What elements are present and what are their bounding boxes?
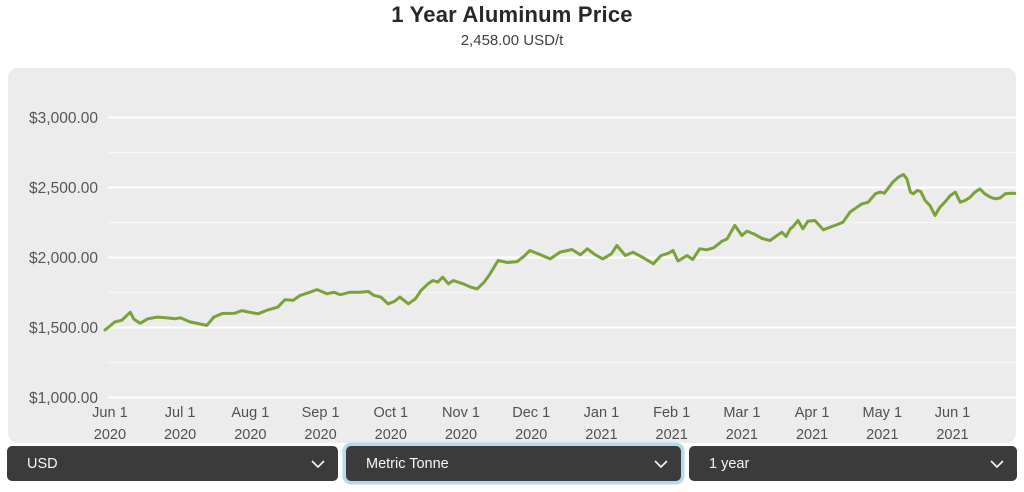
price-line-chart[interactable]: $3,000.00 $2,500.00 $2,000.00 $1,500.00 $1,0… bbox=[8, 68, 1016, 443]
chevron-down-icon bbox=[311, 459, 325, 468]
chart-panel: $3,000.00 $2,500.00 $2,000.00 $1,500.00 $1,0… bbox=[8, 68, 1016, 443]
currency-select-value: USD bbox=[27, 455, 58, 472]
time-range-select[interactable]: 1 year bbox=[689, 446, 1017, 481]
time-range-select-value: 1 year bbox=[709, 455, 750, 472]
current-price-subtitle: 2,458.00 USD/t bbox=[460, 32, 564, 49]
unit-select-value: Metric Tonne bbox=[366, 455, 449, 472]
svg-text:$1,000.00: $1,000.00 bbox=[29, 390, 98, 407]
svg-text:$3,000.00: $3,000.00 bbox=[29, 110, 98, 127]
page-title: 1 Year Aluminum Price bbox=[391, 2, 633, 27]
svg-text:$2,000.00: $2,000.00 bbox=[29, 250, 98, 267]
unit-select[interactable]: Metric Tonne bbox=[346, 446, 681, 481]
chart-header: 1 Year Aluminum Price 2,458.00 USD/t bbox=[0, 0, 1024, 49]
currency-select[interactable]: USD bbox=[7, 446, 338, 481]
chevron-down-icon bbox=[654, 459, 668, 468]
svg-text:$2,500.00: $2,500.00 bbox=[29, 180, 98, 197]
chevron-down-icon bbox=[990, 459, 1004, 468]
svg-text:$1,500.00: $1,500.00 bbox=[29, 320, 98, 337]
